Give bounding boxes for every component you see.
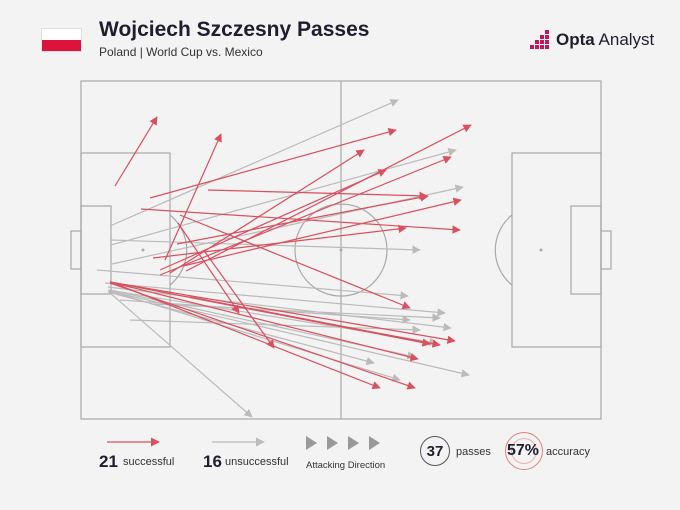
successful-arrow-icon (107, 437, 160, 447)
left-penalty-area (80, 152, 171, 348)
left-penalty-arc (169, 214, 188, 286)
right-six-yard-box (570, 205, 602, 295)
successful-pass-arrow (204, 251, 275, 349)
opta-logo-icon (530, 30, 549, 49)
centre-spot (339, 248, 343, 252)
successful-pass-arrow (109, 282, 416, 390)
unsuccessful-pass-arrow (111, 184, 464, 265)
attacking-direction-icon (306, 436, 380, 450)
attacking-direction-label: Attacking Direction (306, 460, 386, 471)
successful-pass-arrow (176, 193, 429, 245)
accuracy-value: 57% (507, 442, 540, 459)
brand-name: Opta Analyst (556, 30, 654, 50)
right-goal (600, 230, 612, 270)
unsuccessful-pass-arrow (109, 99, 399, 227)
successful-pass-arrow (189, 296, 441, 348)
passes-label: passes (456, 446, 491, 458)
successful-pass-arrow (182, 197, 462, 267)
page-subtitle: Poland | World Cup vs. Mexico (99, 45, 263, 59)
unsuccessful-pass-arrow (108, 291, 253, 418)
successful-passes (109, 116, 472, 390)
poland-flag (41, 28, 82, 52)
successful-pass-arrow (149, 127, 397, 199)
successful-count: 21 (99, 452, 118, 471)
brand-rest: Analyst (594, 30, 655, 49)
successful-pass-arrow (110, 281, 381, 390)
successful-pass-arrow (109, 281, 431, 347)
unsuccessful-pass-arrow (129, 319, 421, 334)
accuracy-label: accuracy (546, 446, 591, 458)
brand-bold: Opta (556, 30, 595, 49)
legend: 21 successful 16 unsuccessful Attacking … (0, 432, 680, 496)
successful-pass-arrow (109, 281, 456, 344)
successful-pass-arrow (159, 169, 387, 271)
unsuccessful-passes (96, 99, 470, 418)
unsuccessful-pass-arrow (108, 290, 470, 378)
page-title: Wojciech Szczesny Passes (99, 18, 370, 41)
centre-circle (294, 203, 388, 297)
successful-label: successful (123, 456, 175, 468)
unsuccessful-arrow-icon (212, 437, 265, 447)
unsuccessful-count: 16 (203, 452, 222, 471)
unsuccessful-pass-arrow (96, 269, 409, 300)
successful-pass-arrow (114, 116, 158, 187)
right-penalty-spot (539, 248, 543, 252)
successful-pass-arrow (109, 281, 419, 362)
left-goal (70, 230, 82, 270)
successful-pass-arrow (179, 214, 411, 310)
accuracy-ring-outer (505, 432, 543, 470)
successful-pass-arrow (207, 189, 428, 200)
right-penalty-area (511, 152, 602, 348)
unsuccessful-label: unsuccessful (225, 456, 289, 468)
right-penalty-arc (494, 214, 513, 286)
left-penalty-spot (141, 248, 145, 252)
unsuccessful-pass-arrow (152, 303, 441, 322)
successful-pass-arrow (159, 155, 452, 276)
unsuccessful-pass-arrow (110, 147, 457, 246)
flag-white-stripe (42, 29, 81, 40)
flag-red-stripe (42, 40, 81, 51)
unsuccessful-pass-arrow (104, 282, 446, 317)
accuracy-ring-inner (511, 438, 537, 464)
successful-pass-arrow (164, 133, 222, 261)
successful-pass-arrow (177, 222, 240, 314)
passes-count: 37 (420, 436, 450, 466)
successful-pass-arrow (185, 124, 472, 272)
unsuccessful-pass-arrow (107, 286, 452, 332)
left-six-yard-box (80, 205, 112, 295)
